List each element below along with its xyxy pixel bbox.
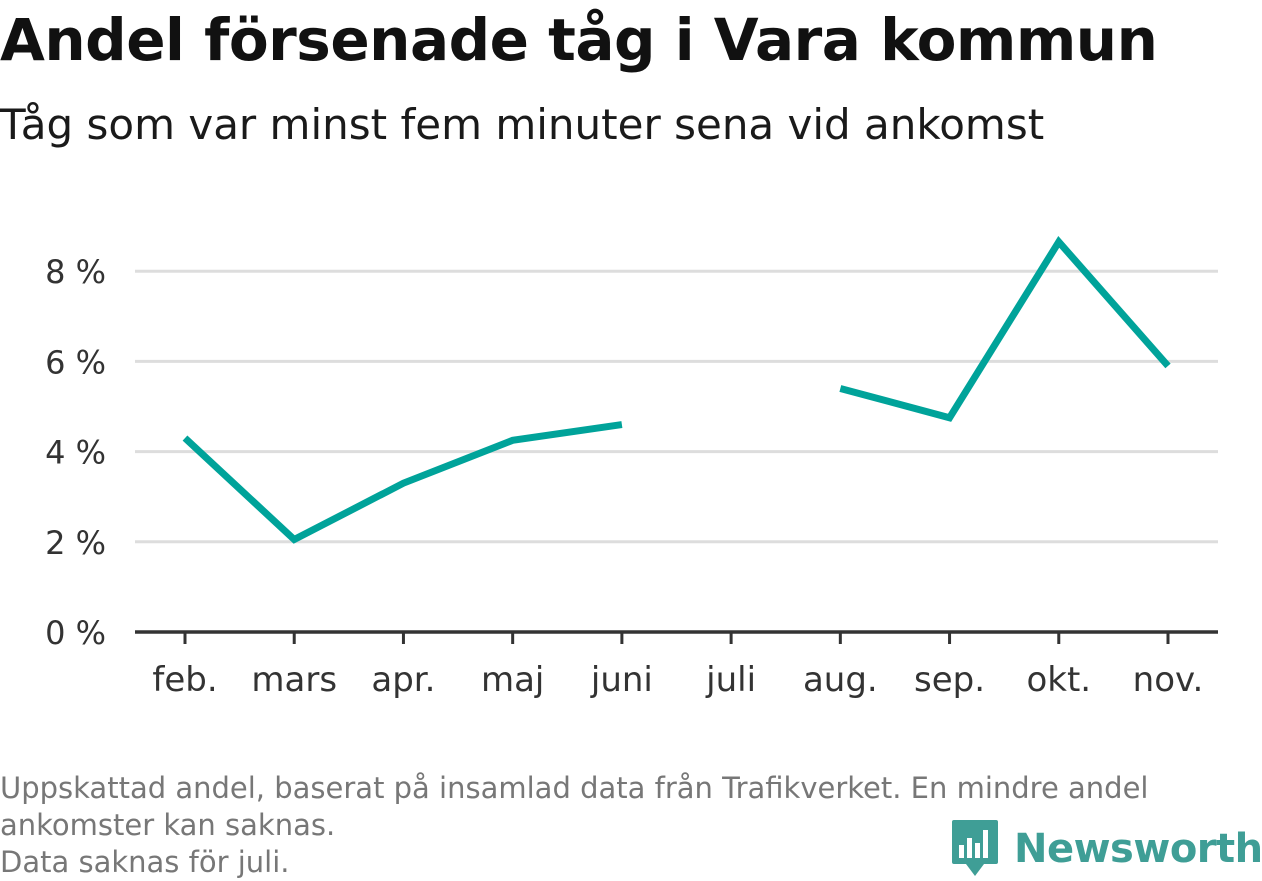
data-point — [291, 536, 298, 543]
data-point — [182, 435, 189, 442]
gridlines — [135, 269, 1218, 544]
data-point — [509, 437, 516, 444]
footer-note-line-3: Data saknas för juli. — [0, 845, 290, 879]
x-tick-label: maj — [481, 660, 544, 700]
data-point — [1055, 238, 1062, 245]
data-point — [1165, 362, 1172, 369]
series-line-segment-1 — [182, 421, 623, 544]
x-tick-label: aug. — [803, 660, 878, 700]
x-tick-label: okt. — [1026, 660, 1091, 700]
x-tick-label: mars — [251, 660, 337, 700]
data-point — [400, 480, 407, 487]
x-tick-label: nov. — [1133, 660, 1204, 700]
chart-footer: Uppskattad andel, baserat på insamlad da… — [0, 770, 1250, 881]
x-tick-label: juli — [705, 660, 756, 700]
y-tick-label: 2 % — [45, 524, 106, 562]
footer-note-line-1: Uppskattad andel, baserat på insamlad da… — [0, 771, 1149, 805]
brand-logo: Newsworthy — [950, 818, 1262, 880]
footer-note-line-2: ankomster kan saknas. — [0, 808, 336, 842]
data-point — [618, 421, 625, 428]
brand-name: Newsworthy — [1014, 826, 1262, 872]
y-tick-label: 6 % — [45, 343, 106, 381]
y-tick-label: 4 % — [45, 434, 106, 472]
y-tick-label: 0 % — [45, 614, 106, 652]
chart-subtitle: Tåg som var minst fem minuter sena vid a… — [0, 100, 1045, 149]
x-tick-label: feb. — [152, 660, 217, 700]
newsworthy-logo-icon — [952, 820, 998, 876]
x-tick-label: apr. — [371, 660, 435, 700]
series-lines — [182, 236, 1172, 544]
x-tick-label: sep. — [914, 660, 985, 700]
data-point — [837, 385, 844, 392]
data-point — [946, 414, 953, 421]
line-chart: 0 % 2 % 4 % 6 % 8 % feb. mars apr. maj juni juli au… — [45, 236, 1218, 700]
x-tick-label: juni — [590, 660, 653, 700]
series-line-segment-2 — [839, 236, 1171, 422]
y-tick-label: 8 % — [45, 253, 106, 291]
chart-title: Andel försenade tåg i Vara kommun — [0, 6, 1158, 74]
axes: 0 % 2 % 4 % 6 % 8 % feb. mars apr. maj juni juli au… — [45, 253, 1218, 700]
